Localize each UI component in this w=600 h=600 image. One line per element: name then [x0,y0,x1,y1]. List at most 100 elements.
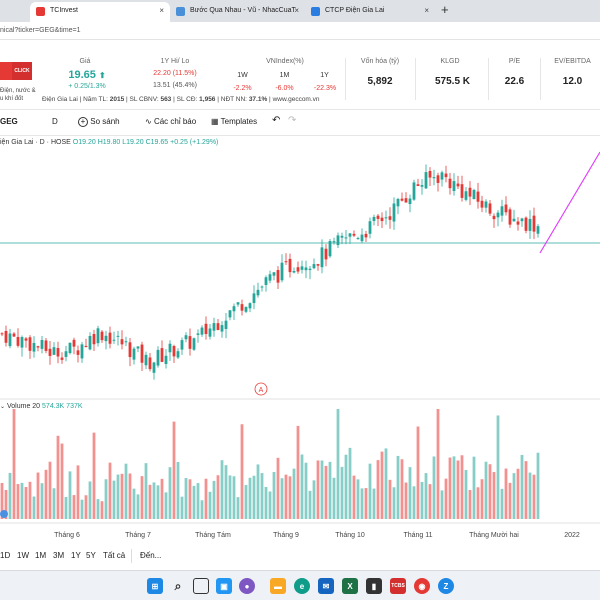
close-tab-icon[interactable]: × [159,6,164,15]
volume-bar [100,501,104,519]
templates-button[interactable]: ▦ Templates [211,117,257,126]
candle-body [104,335,108,342]
volume-bar [324,465,328,519]
volume-bar [228,475,232,519]
tab-tcinvest[interactable]: TCInvest × [30,2,170,22]
goto-date-button[interactable]: Đến... [140,551,162,560]
interval-selector[interactable]: D [52,117,58,126]
candle-body [392,203,396,222]
candle-body [460,184,464,198]
volume-bar [448,457,452,519]
chart-toolbar: GEG D + So sánh ∿ Các chỉ báo ▦ Template… [0,110,600,136]
volume-bar [368,463,372,519]
volume-bar [4,489,8,519]
candle-body [28,337,32,351]
company-meta: Điện Gia Lai | Năm TL: 2015 | SL CBNV: 5… [42,96,320,103]
scroll-icon[interactable] [0,510,8,518]
volume-bar [60,443,64,519]
volume-bar [208,491,212,519]
candle-body [268,274,272,281]
mail-icon[interactable]: ✉ [318,578,334,594]
candle-body [136,346,140,349]
volume-bar [520,454,524,519]
candle-body [108,332,112,344]
file-explorer-icon[interactable]: ▬ [270,578,286,594]
range-3m[interactable]: 3M [53,551,65,560]
candle-body [344,237,348,239]
candle-body [536,226,540,234]
address-bar[interactable]: nical?ticker=GEG&time=1 [0,22,600,40]
volume-bar [500,488,504,519]
candle-body [276,270,280,283]
range-1m[interactable]: 1M [35,551,47,560]
close-tab-icon[interactable]: × [294,6,299,15]
candle-body [528,218,532,231]
search-icon[interactable]: ⌕ [174,578,182,593]
compare-button[interactable]: + So sánh [78,117,120,127]
candle-body [36,346,40,348]
candle-body [248,303,252,309]
windows-icon[interactable]: ⊞ [147,578,163,594]
candle-body [408,198,412,205]
volume-bar [420,481,424,519]
vnindex-period-1w[interactable]: 1W [237,72,248,79]
volume-bar [304,462,308,519]
vnindex-period-1m[interactable]: 1M [279,72,290,79]
chat-icon[interactable]: ● [239,578,255,594]
volume-bar [460,455,464,519]
volume-bar [76,465,80,519]
symbol-selector[interactable]: GEG [0,117,18,126]
zalo-icon[interactable]: Z [438,578,454,594]
volume-bar [152,482,156,519]
candle-body [504,204,508,213]
volume-bar [196,483,200,519]
price-chart[interactable]: A Tháng 6 Tháng 7 Tháng Tám Tháng 9 Tháng 10… [0,136,600,545]
tab-geg[interactable]: CTCP Điện Gia Lai × [305,2,435,22]
candle-body [412,182,416,200]
range-1w[interactable]: 1W [17,551,29,560]
close-tab-icon[interactable]: × [424,6,429,15]
volume-bar [92,432,96,519]
event-marker-icon[interactable] [254,382,268,396]
undo-icon[interactable]: ↶ [272,115,281,126]
volume-bar [524,461,528,519]
candle-body [452,181,456,192]
range-5y[interactable]: 5Y [86,551,96,560]
volume-bar [392,487,396,519]
volume-bar [280,478,284,519]
candle-body [264,277,268,286]
range-all[interactable]: Tất cả [103,551,126,560]
excel-icon[interactable]: X [342,578,358,594]
volume-bar [28,481,32,519]
tab-nhaccuatui[interactable]: Bước Qua Nhau - Vũ - NhacCuaT × [170,2,305,22]
volume-bar [256,464,260,519]
volume-bar [244,485,248,519]
new-tab-button[interactable]: + [441,2,449,17]
range-1d[interactable]: 1D [0,551,11,560]
company-website[interactable]: www.geccom.vn [272,96,320,103]
volume-bar [188,479,192,519]
pe-value: 22.6 [504,76,525,87]
volume-bar [308,490,312,519]
meta-value: 563 [160,96,172,103]
edge-icon[interactable]: e [294,578,310,594]
range-1y[interactable]: 1Y [71,551,81,560]
candle-body [388,216,392,220]
candle-body [440,172,444,180]
redo-icon[interactable]: ↷ [288,115,297,126]
widgets-icon[interactable]: ▣ [216,578,232,594]
chevron-icon[interactable]: ⌄ [0,404,6,410]
volume-bar [40,483,44,519]
vnindex-period-1y[interactable]: 1Y [320,72,329,79]
candle-body [192,338,196,350]
candle-body [196,333,200,335]
candle-body [320,247,324,268]
chrome-icon[interactable]: ◉ [414,578,430,594]
volume-bar [128,473,132,519]
tcbs-icon[interactable]: TCBS [390,578,406,594]
indicators-button[interactable]: ∿ Các chỉ báo [145,117,196,126]
terminal-icon[interactable]: ▮ [366,578,382,594]
volume-bar [240,424,244,519]
volume-bar [340,466,344,519]
task-view-icon[interactable] [193,578,209,594]
